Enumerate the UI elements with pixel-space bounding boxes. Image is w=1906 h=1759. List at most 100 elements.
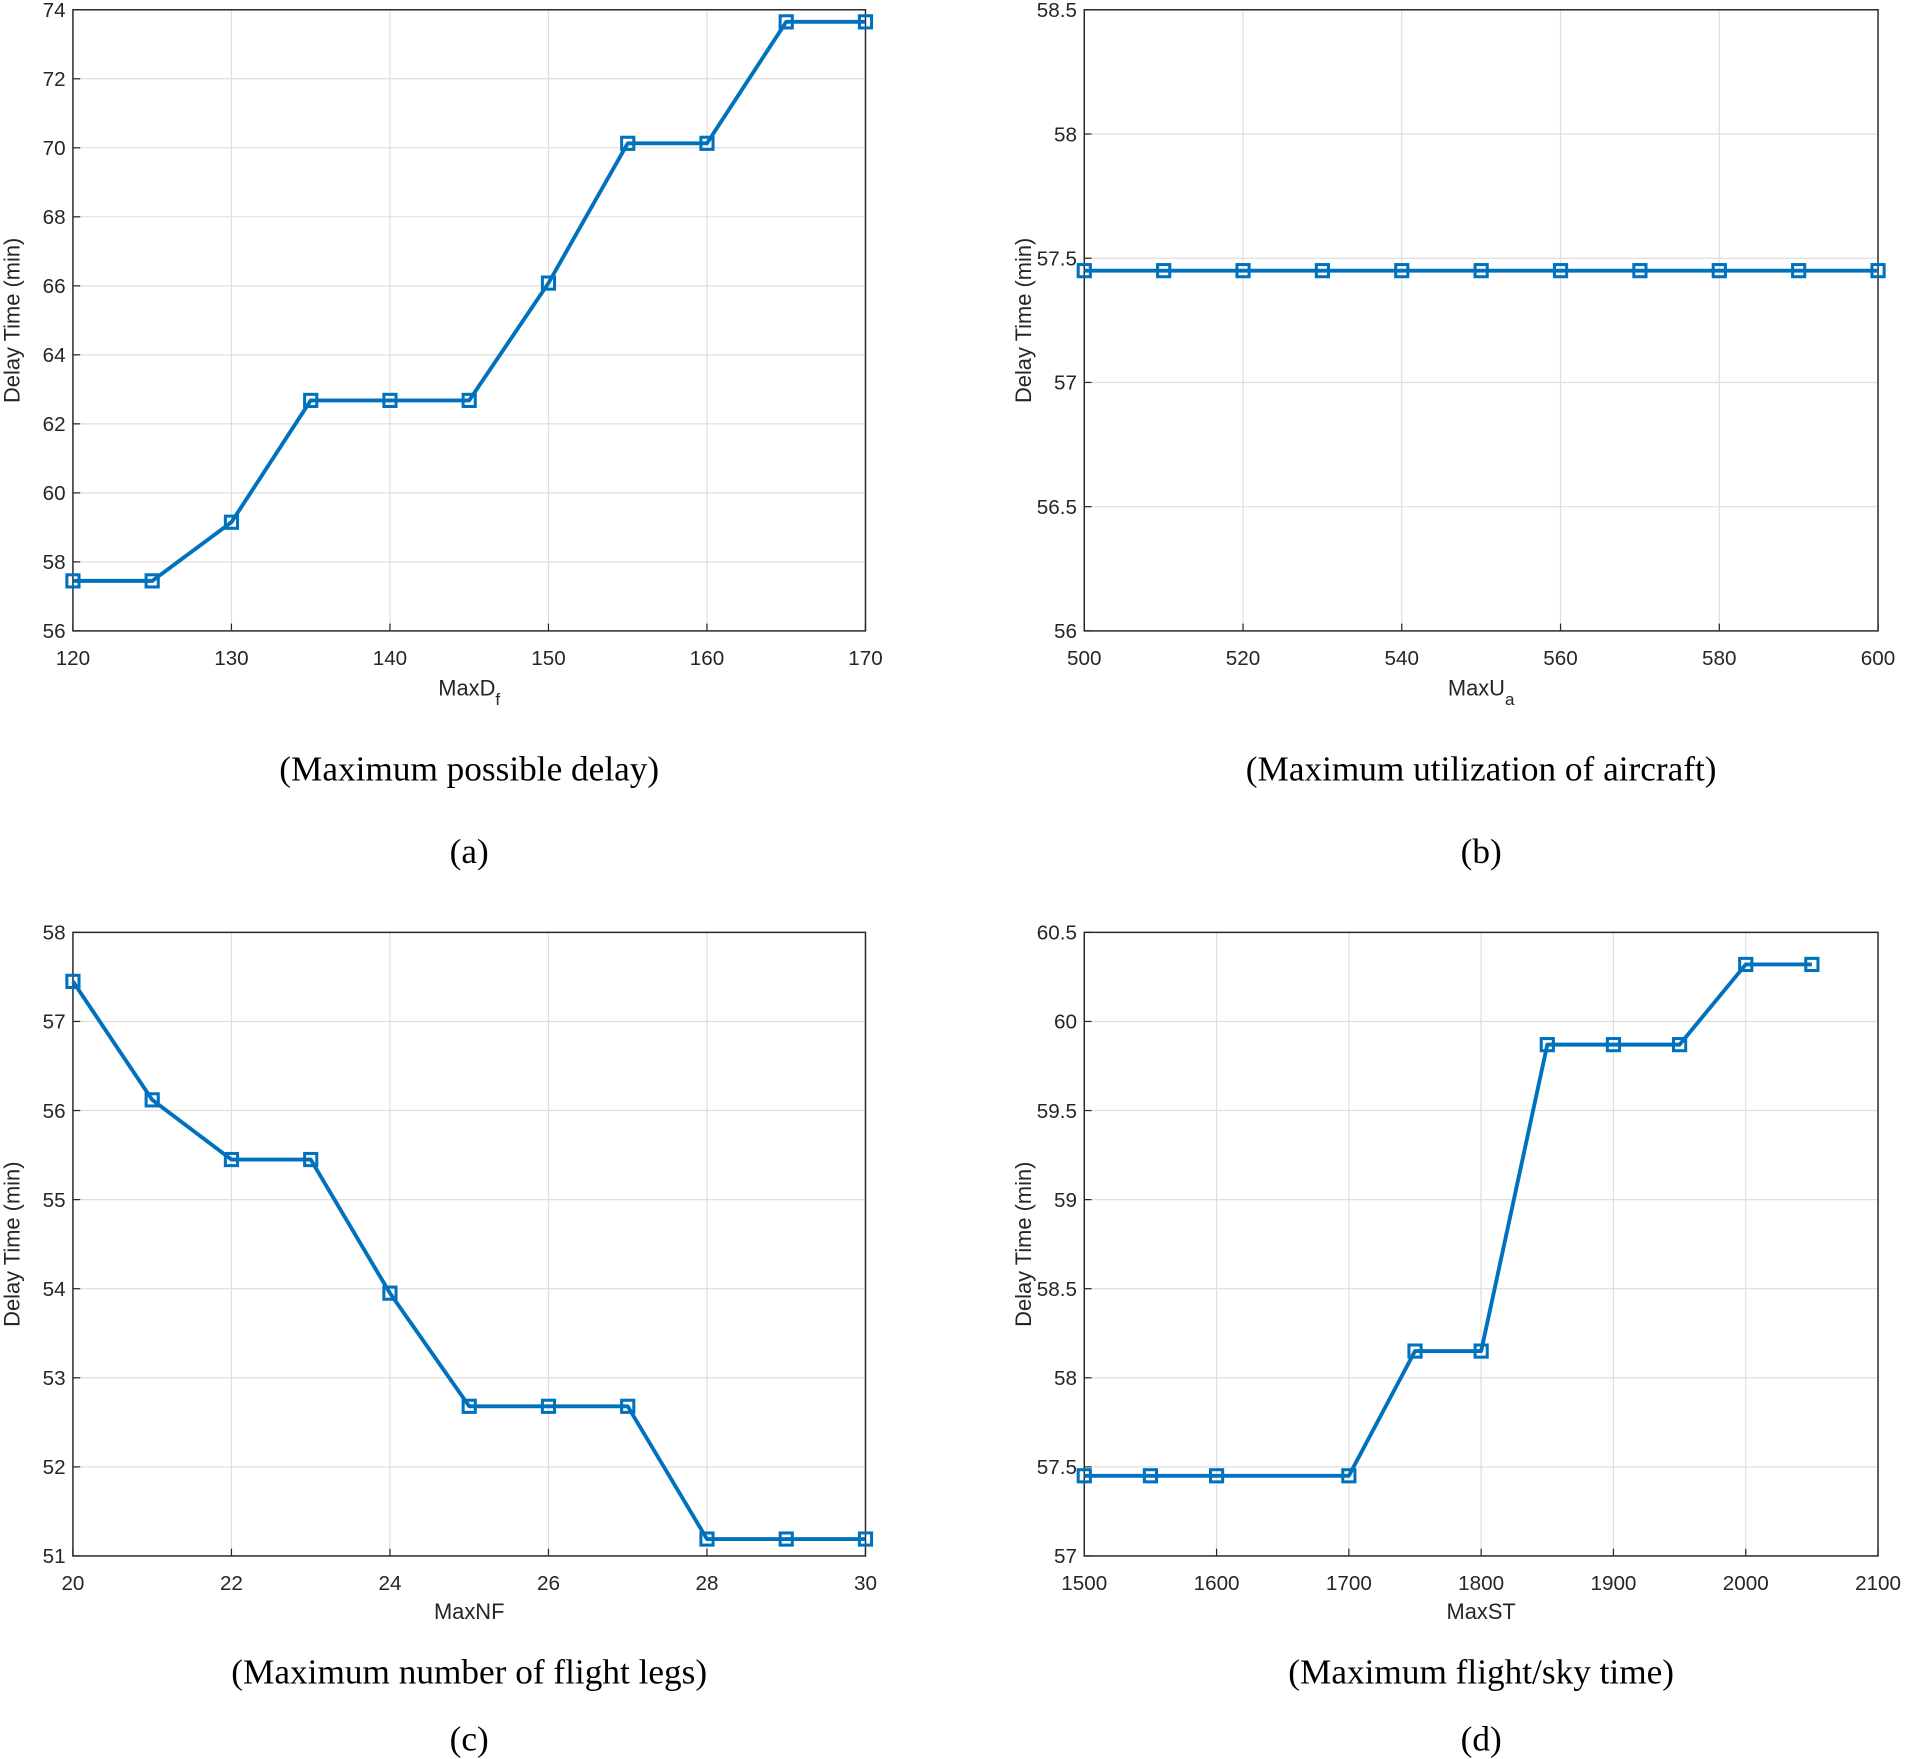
y-tick-label: 56 xyxy=(43,620,66,643)
marker xyxy=(778,1531,794,1547)
marker xyxy=(382,392,398,408)
y-tick-label: 59.5 xyxy=(1037,1100,1077,1123)
marker xyxy=(1804,956,1820,973)
x-axis-label: MaxDf xyxy=(438,675,500,709)
axes-box xyxy=(72,9,867,632)
axes-box xyxy=(1083,9,1879,632)
y-tick-label: 58 xyxy=(43,922,66,945)
marker xyxy=(461,1398,477,1414)
marker xyxy=(223,1151,240,1168)
x-tick-label: 2100 xyxy=(1855,1572,1901,1595)
y-tick-label: 60 xyxy=(43,482,66,505)
caption: (Maximum number of flight legs) xyxy=(231,1653,707,1692)
y-tick-label: 52 xyxy=(43,1456,66,1479)
marker xyxy=(857,1531,874,1547)
data-line xyxy=(1084,962,1812,1478)
x-tick-label: 160 xyxy=(690,647,724,670)
marker xyxy=(1632,263,1648,279)
data-line xyxy=(72,19,866,583)
x-tick-label: 20 xyxy=(61,1572,84,1595)
y-tick-label: 60 xyxy=(1054,1011,1077,1034)
x-tick-label: 560 xyxy=(1543,647,1577,670)
marker xyxy=(1235,263,1251,279)
y-tick-label: 70 xyxy=(43,137,66,160)
x-tick-label: 1500 xyxy=(1061,1572,1107,1595)
marker xyxy=(1711,263,1727,279)
marker xyxy=(620,135,636,151)
x-axis-label-text: MaxST xyxy=(1447,1599,1516,1624)
x-axis-label-text: MaxD xyxy=(438,675,495,700)
marker xyxy=(1552,263,1569,279)
x-axis-label-text: MaxNF xyxy=(434,1599,504,1624)
x-axis-label-subscript: a xyxy=(1505,690,1515,709)
marker xyxy=(1341,1468,1357,1484)
marker xyxy=(303,392,319,408)
caption: (Maximum flight/sky time) xyxy=(1288,1653,1674,1692)
y-tick-label: 57 xyxy=(1054,372,1077,395)
marker xyxy=(65,573,81,589)
y-tick-label: 53 xyxy=(43,1367,66,1390)
marker xyxy=(1539,1037,1555,1053)
x-tick-label: 540 xyxy=(1385,647,1419,670)
y-tick-label: 56 xyxy=(1054,620,1077,643)
x-axis-label-text: MaxU xyxy=(1448,675,1505,700)
marker xyxy=(382,1285,398,1301)
y-tick-label: 66 xyxy=(43,275,66,298)
x-tick-label: 170 xyxy=(848,647,882,670)
marker xyxy=(1605,1037,1622,1053)
marker xyxy=(1407,1343,1423,1359)
y-tick-label: 58 xyxy=(43,551,66,574)
marker xyxy=(699,135,715,151)
y-tick-label: 57.5 xyxy=(1037,1456,1077,1479)
marker xyxy=(1208,1468,1225,1484)
x-tick-label: 24 xyxy=(378,1572,401,1595)
marker xyxy=(303,1151,319,1168)
marker xyxy=(461,392,477,408)
x-tick-label: 140 xyxy=(373,647,407,670)
x-tick-label: 26 xyxy=(537,1572,560,1595)
x-tick-label: 150 xyxy=(531,647,565,670)
x-tick-label: 580 xyxy=(1702,647,1736,670)
x-tick-label: 30 xyxy=(854,1572,877,1595)
y-tick-label: 57.5 xyxy=(1037,248,1077,271)
marker xyxy=(144,573,160,589)
x-axis-label: MaxST xyxy=(1447,1599,1516,1624)
marker xyxy=(1738,956,1754,973)
x-tick-label: 2000 xyxy=(1723,1572,1769,1595)
y-tick-label: 60.5 xyxy=(1037,922,1077,945)
x-tick-label: 130 xyxy=(214,647,248,670)
y-tick-label: 54 xyxy=(43,1278,66,1301)
y-tick-label: 59 xyxy=(1054,1189,1077,1212)
marker xyxy=(1156,263,1172,279)
data-line xyxy=(71,980,866,1541)
x-tick-label: 1800 xyxy=(1458,1572,1504,1595)
x-tick-label: 120 xyxy=(56,647,90,670)
y-axis-label: Delay Time (min) xyxy=(0,238,24,403)
x-tick-label: 1600 xyxy=(1194,1572,1240,1595)
y-axis-label: Delay Time (min) xyxy=(1011,1162,1036,1327)
panel-label: (a) xyxy=(450,832,489,871)
marker xyxy=(1394,263,1410,279)
panel-label: (c) xyxy=(450,1719,489,1758)
marker xyxy=(778,14,794,30)
x-tick-label: 1900 xyxy=(1590,1572,1636,1595)
marker xyxy=(620,1398,636,1414)
marker xyxy=(540,275,557,291)
y-tick-label: 51 xyxy=(43,1545,66,1568)
y-tick-label: 56.5 xyxy=(1037,496,1077,519)
marker xyxy=(1870,263,1886,279)
marker xyxy=(1473,1343,1489,1359)
y-tick-label: 58 xyxy=(1054,123,1077,146)
y-tick-label: 62 xyxy=(43,413,66,436)
marker xyxy=(857,14,874,30)
y-tick-label: 58.5 xyxy=(1037,0,1077,22)
marker xyxy=(699,1531,715,1547)
marker xyxy=(144,1092,160,1108)
x-axis-label: MaxUa xyxy=(1448,675,1515,709)
axes-box xyxy=(1083,931,1879,1557)
marker xyxy=(65,973,81,989)
marker xyxy=(1473,263,1489,279)
y-axis-label: Delay Time (min) xyxy=(1011,238,1036,403)
y-tick-label: 56 xyxy=(43,1100,66,1123)
panel-label: (d) xyxy=(1461,1719,1502,1758)
